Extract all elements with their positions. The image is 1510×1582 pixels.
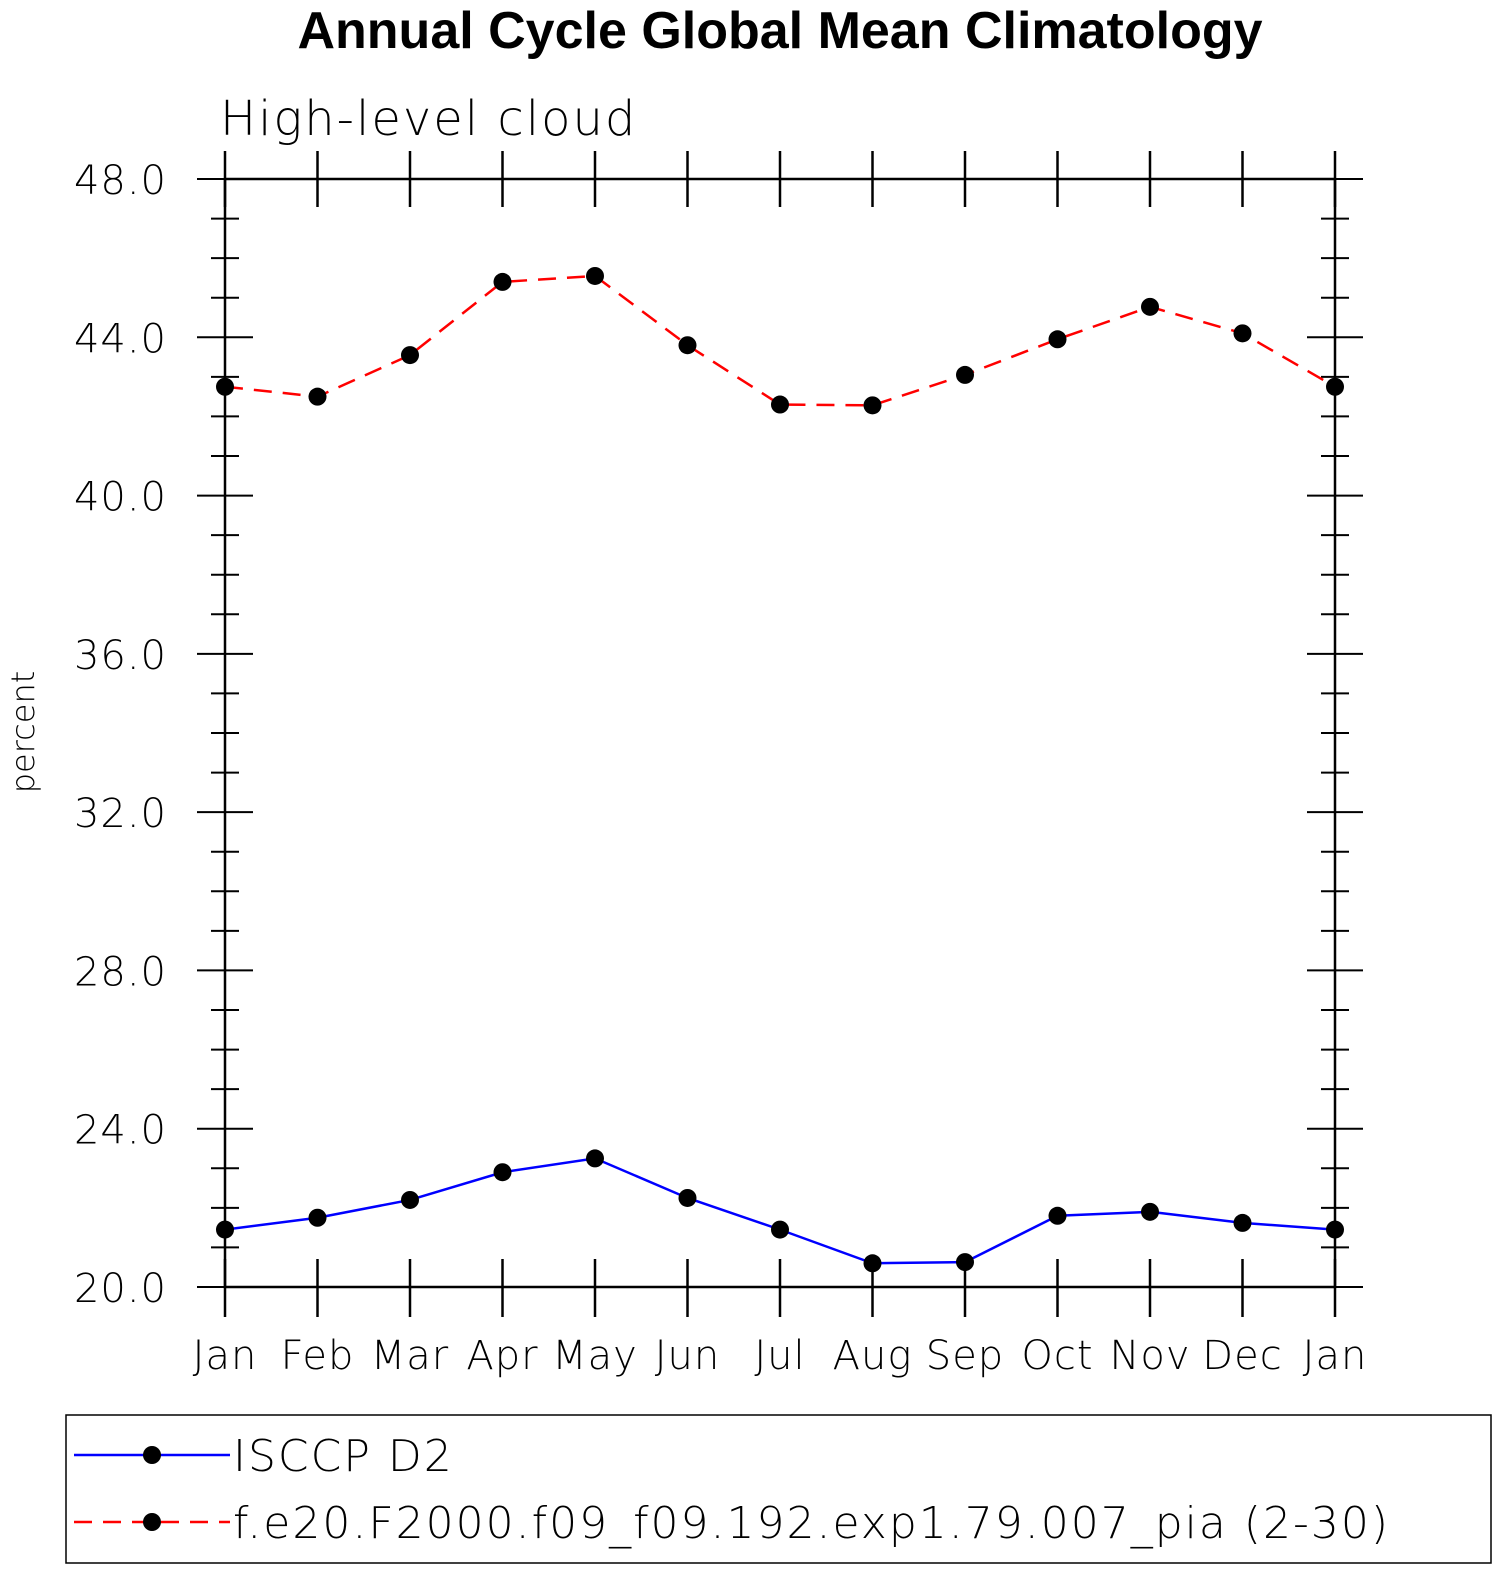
- data-point: [678, 1188, 697, 1207]
- x-axis-tick-labels: Jan Feb Mar Apr May Jun Jul Aug Sep Oct Nov Dec Jan: [193, 1333, 1368, 1379]
- data-point: [1233, 324, 1252, 343]
- data-point: [863, 396, 882, 415]
- data-point: [308, 1208, 327, 1227]
- x-tick-label: Jun: [655, 1333, 721, 1379]
- data-point: [1141, 1202, 1159, 1221]
- chart-subtitle: High-level cloud: [220, 91, 637, 147]
- y-tick-label: 32.0: [74, 791, 167, 837]
- x-tick-label: Jul: [754, 1333, 805, 1379]
- data-point: [1326, 1220, 1344, 1239]
- y-tick-label: 44.0: [74, 316, 167, 362]
- y-axis-ticks: [197, 178, 1363, 1288]
- data-point: [308, 387, 327, 406]
- series-line-2: [224, 274, 1336, 407]
- legend: ISCCP D2 f.e20.F2000.f09_f09.192.exp1.79.…: [74, 1431, 1390, 1549]
- series-line-1: [224, 1157, 1336, 1265]
- data-point: [493, 272, 512, 291]
- x-tick-label: Sep: [926, 1333, 1004, 1379]
- y-tick-label: 36.0: [74, 633, 167, 679]
- x-tick-label: May: [552, 1333, 638, 1379]
- data-point: [493, 1163, 512, 1182]
- x-axis-ticks: [223, 151, 1337, 1317]
- data-point: [956, 1253, 974, 1272]
- data-point: [1048, 1206, 1067, 1225]
- x-tick-label: Mar: [371, 1333, 449, 1379]
- x-tick-label: Nov: [1109, 1333, 1190, 1379]
- y-tick-label: 24.0: [74, 1108, 167, 1154]
- y-tick-label: 40.0: [74, 475, 167, 521]
- legend-label-1: ISCCP D2: [233, 1431, 454, 1482]
- data-point: [1233, 1213, 1252, 1232]
- legend-box: [65, 1414, 1492, 1564]
- x-tick-label: Oct: [1021, 1333, 1093, 1379]
- data-point: [1141, 297, 1159, 316]
- x-tick-label: Aug: [833, 1333, 913, 1379]
- data-point: [771, 395, 789, 414]
- data-point: [401, 346, 419, 365]
- y-tick-label: 20.0: [74, 1266, 167, 1312]
- data-point: [401, 1190, 419, 1209]
- y-axis-tick-labels: 20.0 24.0 28.0 32.0 36.0 40.0 44.0 48.0: [74, 158, 167, 1312]
- legend-marker: [143, 1513, 161, 1531]
- y-tick-label: 28.0: [74, 949, 167, 995]
- x-tick-label: Dec: [1202, 1333, 1282, 1379]
- chart-title: Annual Cycle Global Mean Climatology: [297, 2, 1262, 60]
- data-point: [1326, 377, 1344, 396]
- legend-label-2: f.e20.F2000.f09_f09.192.exp1.79.007_pia …: [233, 1498, 1390, 1549]
- y-tick-label: 48.0: [74, 158, 167, 204]
- data-point: [678, 336, 697, 355]
- data-point: [771, 1220, 789, 1239]
- x-tick-label: Jan: [1303, 1333, 1368, 1379]
- data-point: [586, 266, 604, 285]
- plot-frame: [223, 177, 1337, 1289]
- data-point: [863, 1254, 882, 1273]
- data-point: [216, 377, 234, 396]
- data-point: [956, 365, 974, 384]
- legend-marker: [143, 1446, 161, 1464]
- data-point: [1048, 330, 1067, 349]
- data-point: [586, 1149, 604, 1168]
- x-tick-label: Feb: [281, 1333, 355, 1379]
- y-axis-label: percent: [4, 671, 42, 794]
- x-tick-label: Jan: [193, 1333, 258, 1379]
- series-layer: [216, 266, 1344, 1273]
- data-point: [216, 1220, 234, 1239]
- x-tick-label: Apr: [466, 1333, 538, 1379]
